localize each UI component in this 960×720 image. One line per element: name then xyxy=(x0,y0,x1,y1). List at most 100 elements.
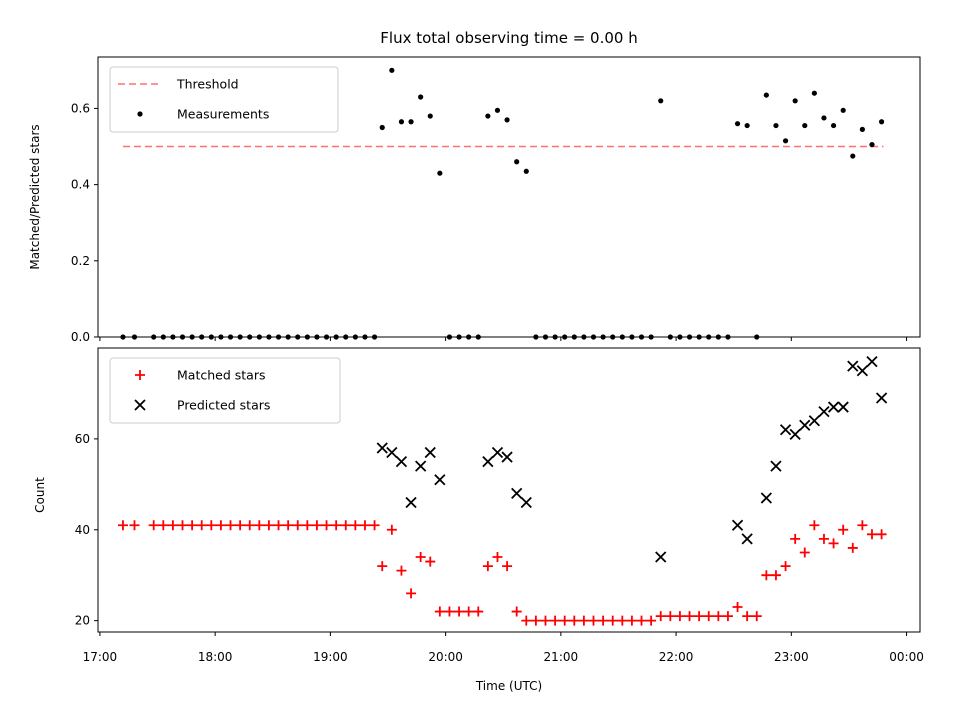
matched-stars-point xyxy=(761,570,772,581)
xtick-label: 22:00 xyxy=(659,650,694,664)
matched-stars-point xyxy=(244,520,255,531)
predicted-stars-point xyxy=(837,401,849,413)
matched-stars-point xyxy=(694,611,705,622)
matched-stars-point xyxy=(780,561,791,572)
matched-stars-point xyxy=(828,538,839,549)
matched-stars-point xyxy=(588,615,599,626)
matched-stars-point xyxy=(646,615,657,626)
matched-stars-point xyxy=(302,520,313,531)
xtick-label: 20:00 xyxy=(428,650,463,664)
matched-stars-point xyxy=(196,520,207,531)
xtick-label: 23:00 xyxy=(774,650,809,664)
matched-stars-point xyxy=(722,611,733,622)
matched-stars-point xyxy=(511,606,522,617)
matched-stars-point xyxy=(444,606,455,617)
measurement-point xyxy=(170,334,176,340)
y-axis-label-count: Count xyxy=(33,477,47,513)
matched-stars-point xyxy=(703,611,714,622)
matched-stars-point xyxy=(340,520,351,531)
measurement-point xyxy=(859,126,865,132)
predicted-stars-point xyxy=(376,442,388,454)
measurement-point xyxy=(878,119,885,125)
measurement-point xyxy=(571,334,577,340)
measurement-point xyxy=(333,334,339,340)
measurement-point xyxy=(371,334,378,340)
matched-stars-point xyxy=(225,520,236,531)
measurement-point xyxy=(677,334,683,340)
matched-stars-point xyxy=(799,547,810,558)
matched-stars-point xyxy=(751,611,762,622)
measurement-point xyxy=(562,334,568,340)
measurement-point xyxy=(151,334,157,340)
measurement-point xyxy=(821,115,827,121)
measurement-point xyxy=(237,334,243,340)
measurement-point xyxy=(256,334,262,340)
measurement-point xyxy=(427,113,433,119)
predicted-stars-point xyxy=(847,360,859,372)
predicted-stars-point xyxy=(405,496,417,509)
measurement-point xyxy=(706,334,712,340)
matched-stars-point xyxy=(129,520,140,531)
predicted-stars-point xyxy=(760,492,772,504)
predicted-stars-point xyxy=(799,419,811,431)
measurement-point xyxy=(285,334,291,340)
predicted-stars-point xyxy=(501,451,513,463)
predicted-stars-point xyxy=(491,446,504,459)
matched-stars-point xyxy=(626,615,637,626)
measurement-point xyxy=(446,334,453,340)
matched-stars-point xyxy=(578,615,589,626)
measurement-point xyxy=(189,334,195,340)
predicted-stars-point xyxy=(434,474,446,486)
measurement-point xyxy=(379,124,385,131)
measurement-point xyxy=(667,334,673,340)
measurement-point xyxy=(830,122,837,129)
matched-stars-point xyxy=(617,615,628,626)
measurement-point xyxy=(581,334,587,340)
matched-stars-point xyxy=(425,556,436,567)
legend-entry-label: Predicted stars xyxy=(177,398,270,413)
measurement-point xyxy=(179,334,186,340)
x-axis-label: Time (UTC) xyxy=(475,679,542,693)
ratio-plot-frame xyxy=(97,56,921,338)
matched-stars-point xyxy=(187,520,198,531)
measurement-point xyxy=(590,334,597,340)
measurement-point xyxy=(398,119,405,125)
matched-stars-point xyxy=(607,615,618,626)
xtick-label: 19:00 xyxy=(313,650,348,664)
xtick-label: 17:00 xyxy=(83,650,118,664)
measurement-point xyxy=(802,122,808,129)
matched-stars-point xyxy=(790,533,801,544)
matched-stars-point xyxy=(235,520,246,531)
measurement-point xyxy=(456,334,462,340)
legend-entry-label: Threshold xyxy=(176,77,239,92)
matched-stars-point xyxy=(473,606,484,617)
matched-stars-point xyxy=(521,615,532,626)
measurement-point xyxy=(792,98,798,104)
predicted-stars-point xyxy=(827,401,840,413)
measurement-point xyxy=(389,67,395,73)
matched-stars-point xyxy=(273,520,284,531)
count-legend-box xyxy=(109,357,341,424)
matched-stars-point xyxy=(665,611,676,622)
matched-stars-point xyxy=(321,520,332,531)
count-ytick-label: 60 xyxy=(75,432,90,446)
measurement-point xyxy=(773,122,779,129)
predicted-stars-point xyxy=(520,496,532,509)
measurement-point xyxy=(514,159,520,165)
matched-stars-point xyxy=(770,570,781,581)
measurement-point xyxy=(744,122,750,129)
measurement-point xyxy=(266,334,272,340)
count-ytick-label: 20 xyxy=(75,614,90,628)
legend-matched-swatch xyxy=(135,370,145,380)
legend-predicted-swatch xyxy=(134,399,146,411)
measurement-point xyxy=(418,94,424,100)
measurement-point xyxy=(850,153,856,159)
matched-stars-point xyxy=(215,520,226,531)
matched-stars-point xyxy=(684,611,695,622)
measurement-point xyxy=(523,168,529,174)
measurement-point xyxy=(295,334,301,340)
matched-stars-point xyxy=(713,611,724,622)
measurement-point xyxy=(619,334,625,340)
y-axis-label-ratio: Matched/Predicted stars xyxy=(28,124,42,269)
